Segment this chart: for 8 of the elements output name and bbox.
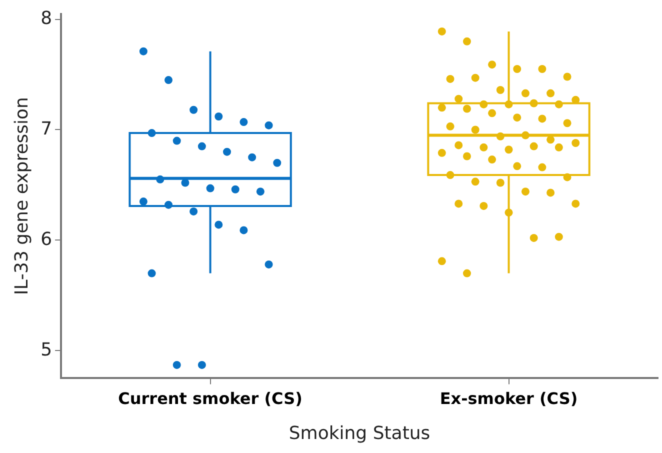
- x-axis-title: Smoking Status: [288, 422, 430, 444]
- y-tick-label: 6: [40, 228, 52, 250]
- y-tick-label: 8: [40, 8, 52, 29]
- y-tick-label: 5: [40, 339, 52, 360]
- x-tick-label: Current smoker (CS): [118, 388, 302, 408]
- y-tick-label: 7: [40, 118, 52, 140]
- y-axis-title: IL-33 gene expression: [11, 97, 32, 295]
- x-tick-label: Ex-smoker (CS): [440, 388, 578, 408]
